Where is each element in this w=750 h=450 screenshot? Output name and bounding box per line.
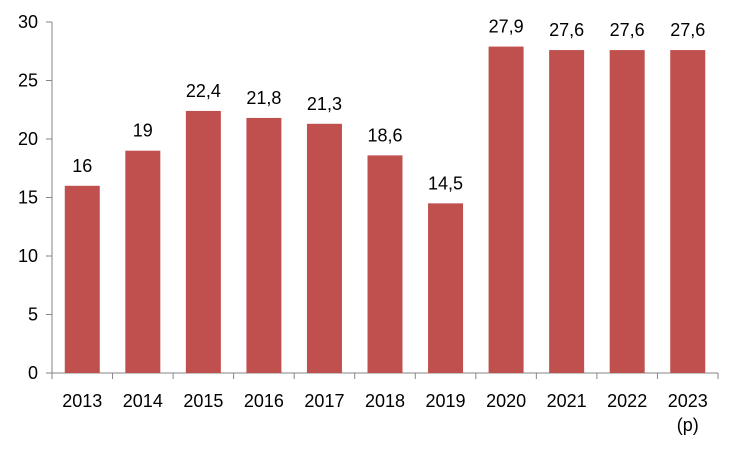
x-axis: 2013 2014 2015 2016 2017 2018 2019 2020 2021 2022… xyxy=(51,372,719,435)
x-tick-label: 2014 xyxy=(123,391,163,411)
data-label: 16 xyxy=(72,156,92,176)
bars xyxy=(64,46,706,374)
x-tick-label: 2016 xyxy=(244,391,284,411)
bar xyxy=(64,185,100,373)
data-label: 27,6 xyxy=(670,20,705,40)
x-tick-label: 2019 xyxy=(426,391,466,411)
y-tick-label: 0 xyxy=(28,363,38,383)
x-tick-label: 2018 xyxy=(365,391,405,411)
data-label: 27,9 xyxy=(489,17,524,37)
x-tick-label: 2021 xyxy=(547,391,587,411)
y-tick-label: 15 xyxy=(18,188,38,208)
data-label: 27,6 xyxy=(549,20,584,40)
x-tick-label: 2020 xyxy=(486,391,526,411)
x-tick-label: 2013 xyxy=(62,391,102,411)
x-tick-label: 2017 xyxy=(304,391,344,411)
data-label: 21,8 xyxy=(246,88,281,108)
y-tick-label: 20 xyxy=(18,129,38,149)
data-label: 14,5 xyxy=(428,173,463,193)
bar xyxy=(428,203,464,373)
x-tick-label: 2023 xyxy=(668,391,708,411)
y-axis: 0 5 10 15 20 25 30 xyxy=(18,12,53,383)
y-tick-label: 10 xyxy=(18,246,38,266)
x-tick-label: 2015 xyxy=(183,391,223,411)
bar xyxy=(609,50,645,374)
data-label: 19 xyxy=(133,121,153,141)
data-label: 22,4 xyxy=(186,81,221,101)
x-tick-label: 2022 xyxy=(607,391,647,411)
bar xyxy=(488,46,524,373)
data-label: 18,6 xyxy=(367,125,402,145)
bar xyxy=(367,155,403,373)
bar xyxy=(246,117,282,373)
bar xyxy=(185,110,221,374)
x-tick-sublabel: (p) xyxy=(677,415,699,435)
data-labels: 16 19 22,4 21,8 21,3 18,6 14,5 27,9 27,6 27,6 27,6 xyxy=(72,17,705,194)
y-tick-label: 25 xyxy=(18,71,38,91)
y-tick-label: 30 xyxy=(18,12,38,32)
bar xyxy=(670,50,706,374)
data-label: 21,3 xyxy=(307,94,342,114)
bar xyxy=(125,150,161,373)
data-label: 27,6 xyxy=(610,20,645,40)
y-tick-label: 5 xyxy=(28,305,38,325)
bar xyxy=(306,123,342,373)
bar xyxy=(549,50,585,374)
